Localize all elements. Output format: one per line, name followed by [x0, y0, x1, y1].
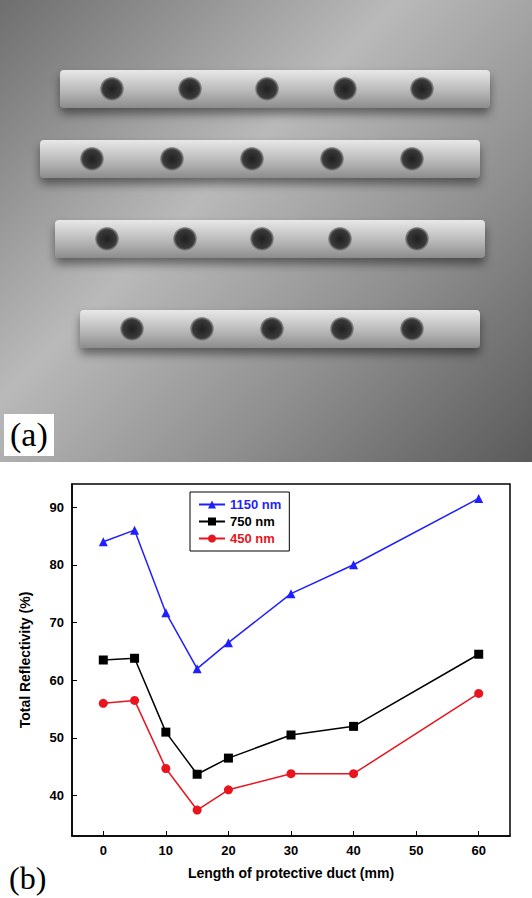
svg-text:0: 0	[100, 843, 107, 858]
svg-text:Length of protective duct (mm): Length of protective duct (mm)	[188, 865, 394, 881]
svg-text:1150 nm: 1150 nm	[230, 497, 281, 512]
svg-text:Total Reflectivity (%): Total Reflectivity (%)	[17, 592, 33, 729]
svg-text:80: 80	[50, 557, 64, 572]
svg-text:40: 40	[346, 843, 360, 858]
svg-text:40: 40	[50, 788, 64, 803]
svg-text:750 nm: 750 nm	[230, 514, 275, 529]
svg-text:60: 60	[471, 843, 485, 858]
svg-text:20: 20	[221, 843, 235, 858]
html-text:(a): (a)	[10, 416, 48, 453]
svg-text:70: 70	[50, 615, 64, 630]
svg-text:50: 50	[50, 730, 64, 745]
svg-text:50: 50	[409, 843, 423, 858]
svg-text:10: 10	[159, 843, 173, 858]
svg-text:30: 30	[284, 843, 298, 858]
svg-text:(b): (b)	[9, 860, 46, 896]
svg-text:450 nm: 450 nm	[230, 531, 275, 546]
svg-text:90: 90	[50, 500, 64, 515]
svg-text:60: 60	[50, 673, 64, 688]
